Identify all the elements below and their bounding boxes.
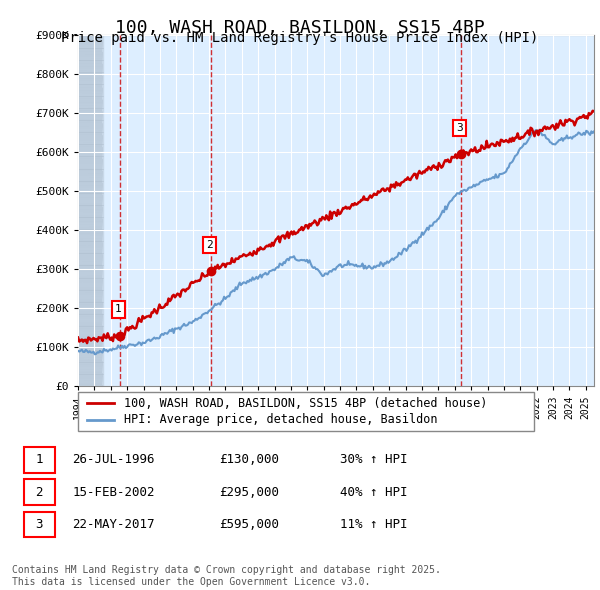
Bar [78, 35, 103, 386]
Text: 1: 1 [35, 454, 43, 467]
Text: 1: 1 [115, 304, 122, 314]
FancyBboxPatch shape [23, 512, 55, 537]
Text: 2: 2 [206, 240, 213, 250]
Text: £130,000: £130,000 [220, 454, 280, 467]
FancyBboxPatch shape [23, 480, 55, 505]
Text: Price paid vs. HM Land Registry's House Price Index (HPI): Price paid vs. HM Land Registry's House … [61, 31, 539, 45]
Text: 3: 3 [456, 123, 463, 133]
FancyBboxPatch shape [23, 447, 55, 473]
Text: HPI: Average price, detached house, Basildon: HPI: Average price, detached house, Basi… [124, 414, 437, 427]
Text: 11% ↑ HPI: 11% ↑ HPI [340, 518, 408, 531]
Text: 40% ↑ HPI: 40% ↑ HPI [340, 486, 408, 499]
FancyBboxPatch shape [78, 392, 534, 431]
Text: 30% ↑ HPI: 30% ↑ HPI [340, 454, 408, 467]
Text: Contains HM Land Registry data © Crown copyright and database right 2025.
This d: Contains HM Land Registry data © Crown c… [12, 565, 441, 587]
Text: 22-MAY-2017: 22-MAY-2017 [73, 518, 155, 531]
Text: 100, WASH ROAD, BASILDON, SS15 4BP: 100, WASH ROAD, BASILDON, SS15 4BP [115, 19, 485, 38]
Text: 3: 3 [35, 518, 43, 531]
Text: 15-FEB-2002: 15-FEB-2002 [73, 486, 155, 499]
Text: 26-JUL-1996: 26-JUL-1996 [73, 454, 155, 467]
Text: £295,000: £295,000 [220, 486, 280, 499]
Text: 100, WASH ROAD, BASILDON, SS15 4BP (detached house): 100, WASH ROAD, BASILDON, SS15 4BP (deta… [124, 396, 487, 409]
Text: 2: 2 [35, 486, 43, 499]
Text: £595,000: £595,000 [220, 518, 280, 531]
